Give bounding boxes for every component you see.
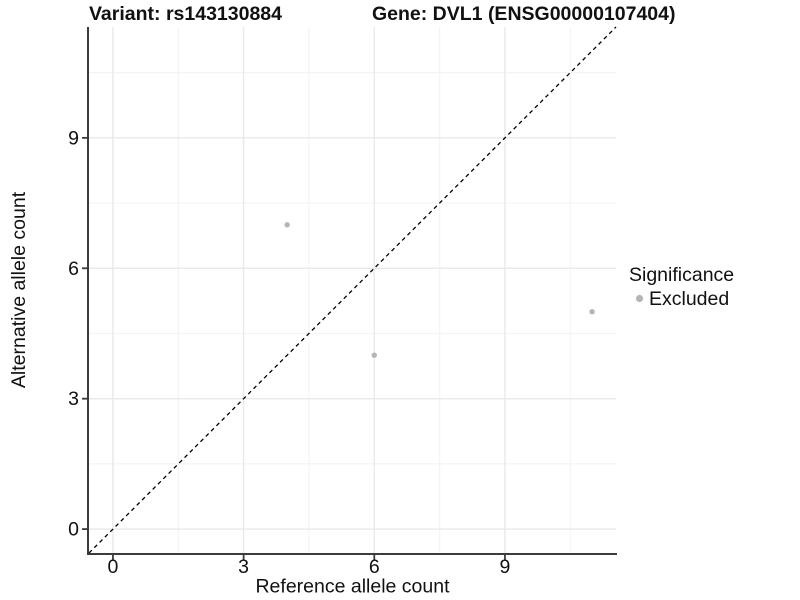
data-point [284, 222, 290, 228]
legend-title: Significance [629, 264, 734, 286]
legend-key-circle-icon [635, 294, 644, 303]
legend-item-label: Excluded [649, 288, 729, 310]
y-axis-title: Alternative allele count [8, 191, 30, 388]
y-tick-label: 9 [68, 127, 79, 149]
y-tick-label: 6 [68, 258, 79, 280]
tick-label-layer: 0 3 6 9 0 3 6 9 [68, 127, 510, 578]
identity-line-layer [88, 26, 617, 554]
identity-line [88, 26, 617, 554]
legend: Significance Excluded [629, 264, 734, 310]
data-point-layer [284, 222, 595, 358]
y-tick-label: 3 [68, 388, 79, 410]
x-tick-label: 3 [238, 556, 249, 578]
plot-title-gene: Gene: DVL1 (ENSG00000107404) [372, 3, 676, 25]
plot-title-variant: Variant: rs143130884 [89, 3, 282, 25]
x-tick-label: 6 [369, 556, 380, 578]
y-tick-label: 0 [68, 519, 79, 541]
x-tick-label: 9 [500, 556, 511, 578]
gridline-layer [89, 27, 616, 553]
data-point [589, 309, 595, 315]
data-point [371, 352, 377, 358]
x-tick-label: 0 [108, 556, 119, 578]
x-axis-title: Reference allele count [255, 576, 450, 598]
axis-layer [82, 27, 617, 560]
